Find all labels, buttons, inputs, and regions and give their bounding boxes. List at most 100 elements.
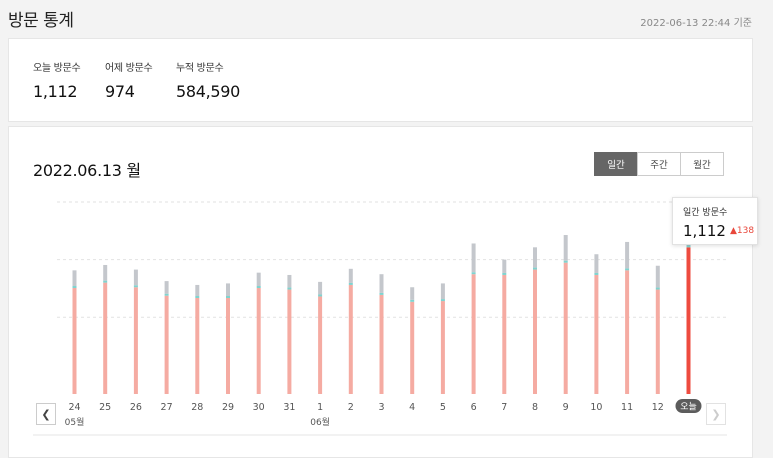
bar-divider [318,294,323,297]
yesterday-visits-label: 어제 방문수 [105,63,153,74]
chart-card: 2022.06.13 월 일간 주간 월간 24 25 26 27 28 29 30 31 1 2… [8,126,758,458]
bar-secondary[interactable] [625,241,630,269]
tooltip-delta: ▲138 [730,226,754,236]
tick-label: 7 [501,402,507,413]
total-visits-stat: 누적 방문수 584,590 [176,59,240,101]
chevron-right-icon: ❯ [711,407,721,421]
bar-primary[interactable] [379,294,384,394]
yesterday-visits-value: 974 [105,82,135,101]
next-period-button[interactable]: ❯ [706,403,726,425]
tick-label: 2 [348,402,354,413]
summary-card: 오늘 방문수 1,112 어제 방문수 974 누적 방문수 584,590 [8,38,753,122]
bar-divider [502,272,507,275]
bar-secondary[interactable] [72,270,77,287]
bar-divider [625,268,630,271]
bar-secondary[interactable] [440,283,445,300]
bar-divider [133,285,138,288]
bar-primary[interactable] [72,288,77,394]
bar-secondary[interactable] [533,247,537,268]
bar-divider [348,282,353,285]
bar-primary[interactable] [103,282,108,394]
bar-primary[interactable] [655,289,660,394]
tick-label: 오늘 [680,402,697,413]
bar-divider [195,296,200,298]
bar-secondary[interactable] [594,254,599,273]
bar-secondary[interactable] [379,274,384,293]
bar-primary[interactable] [226,298,230,394]
yesterday-visits-stat: 어제 방문수 974 [105,59,153,101]
bar-primary[interactable] [164,295,169,394]
bar-primary[interactable] [563,262,568,394]
bar-primary[interactable] [287,289,292,394]
bar-divider [410,299,415,302]
bar-divider [103,280,108,283]
month-label: 06월 [310,416,330,428]
bar-divider [655,287,660,290]
month-label: 05월 [65,416,85,428]
tick-label: 12 [652,402,664,413]
period-tabs: 일간 주간 월간 [594,152,724,176]
tooltip-label: 일간 방문수 [683,208,728,218]
bar-primary[interactable] [594,274,599,394]
tick-label: 1 [317,402,323,413]
tick-label: 28 [191,402,203,413]
bar-secondary[interactable] [471,243,476,273]
bar-divider [440,299,445,302]
tick-label: 6 [471,402,477,413]
bar-divider [379,292,384,295]
bar-divider [287,287,292,290]
total-visits-value: 584,590 [176,82,241,101]
bar-secondary[interactable] [164,281,169,294]
tick-label: 24 [68,402,80,413]
bar-primary[interactable] [686,247,691,394]
tick-label: 4 [409,402,415,413]
bar-primary[interactable] [133,287,138,394]
bar-secondary[interactable] [256,272,261,287]
prev-period-button[interactable]: ❮ [36,403,56,425]
bar-primary[interactable] [195,298,200,394]
bar-divider [594,272,599,275]
bar-secondary[interactable] [133,269,138,286]
daily-visits-tooltip: 일간 방문수 1,112 ▲138 [672,197,758,245]
tick-label: 10 [590,402,602,413]
tick-label: 30 [253,402,265,413]
chevron-left-icon: ❮ [41,407,51,421]
tick-label: 25 [99,402,111,413]
bar-primary[interactable] [533,269,537,394]
bar-primary[interactable] [410,301,415,394]
up-arrow-icon: ▲ [729,226,737,236]
bar-divider [226,296,230,298]
today-badge [675,399,702,413]
bar-divider [256,286,261,289]
bar-primary[interactable] [625,270,630,394]
bar-secondary[interactable] [563,235,568,261]
bar-secondary[interactable] [655,265,660,288]
tick-label: 8 [532,402,538,413]
bar-secondary[interactable] [195,284,200,296]
bar-secondary[interactable] [318,281,323,295]
bar-primary[interactable] [440,301,445,394]
tooltip-value: 1,112 [683,222,726,240]
bar-secondary[interactable] [103,264,108,281]
selected-date-title: 2022.06.13 월 [33,161,141,180]
last-updated-timestamp: 2022-06-13 22:44 기준 [640,18,752,29]
bar-secondary[interactable] [348,268,353,283]
bar-primary[interactable] [348,284,353,394]
today-visits-label: 오늘 방문수 [33,63,81,74]
bar-primary[interactable] [256,288,261,394]
tick-label: 5 [440,402,446,413]
bar-primary[interactable] [318,296,323,394]
bar-secondary[interactable] [226,283,230,296]
bar-divider [164,293,169,296]
bar-secondary[interactable] [410,287,415,300]
bar-secondary[interactable] [502,259,507,273]
tab-monthly[interactable]: 월간 [680,152,724,176]
bar-primary[interactable] [502,274,507,394]
bar-divider [72,286,77,289]
bar-primary[interactable] [471,274,476,394]
today-visits-value: 1,112 [33,82,78,101]
bar-secondary[interactable] [287,274,292,288]
today-visits-stat: 오늘 방문수 1,112 [33,59,81,101]
tick-label: 3 [378,402,384,413]
